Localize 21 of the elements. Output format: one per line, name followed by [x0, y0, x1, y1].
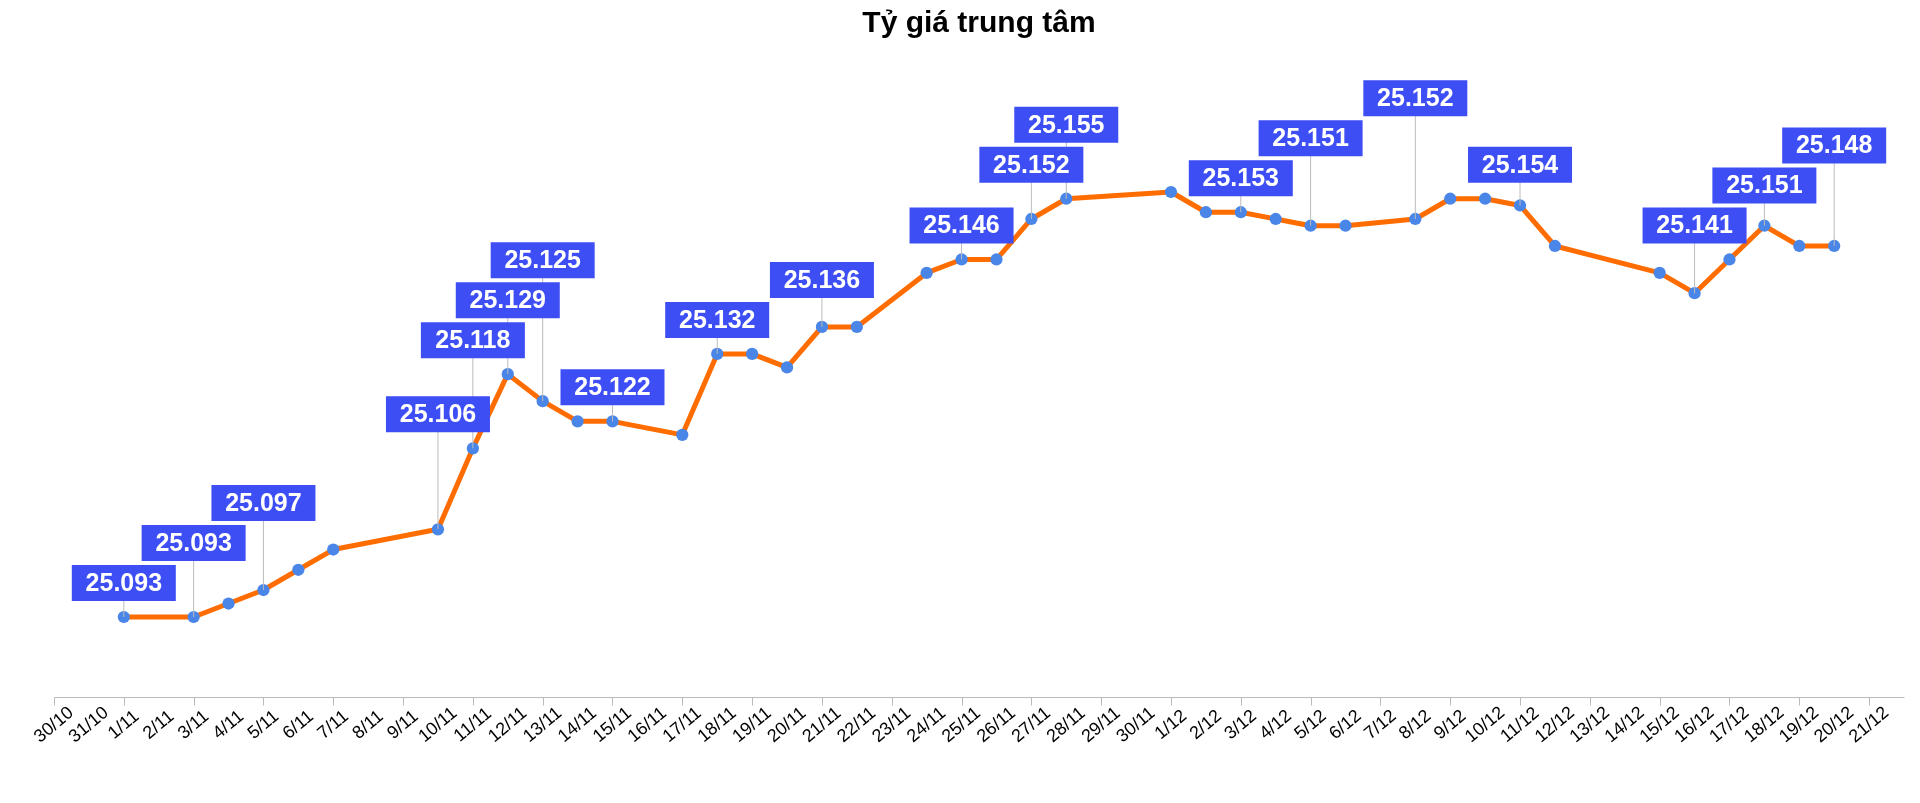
- data-label: 25.129: [469, 285, 547, 314]
- data-label: 25.132: [678, 304, 756, 333]
- chart-title: Tỷ giá trung tâm: [862, 5, 1096, 38]
- data-label: 25.118: [435, 325, 511, 354]
- data-label: 25.151: [1726, 170, 1803, 199]
- data-label: 25.106: [399, 399, 477, 428]
- data-label: 25.154: [1481, 149, 1559, 178]
- data-label: 25.152: [993, 149, 1070, 178]
- data-label: 25.125: [504, 245, 582, 274]
- data-label: 25.136: [783, 264, 861, 293]
- data-label: 25.141: [1656, 210, 1733, 239]
- data-label: 25.097: [225, 488, 302, 516]
- data-label: 25.122: [574, 372, 651, 401]
- data-label: 25.093: [85, 568, 163, 596]
- data-label: 25.093: [155, 528, 232, 556]
- data-label: 25.152: [1377, 83, 1454, 112]
- data-label: 25.146: [923, 210, 1000, 239]
- data-label: 25.155: [1028, 109, 1105, 138]
- data-label: 25.153: [1202, 163, 1280, 192]
- data-label: 25.148: [1795, 130, 1873, 159]
- data-label: 25.151: [1272, 123, 1349, 152]
